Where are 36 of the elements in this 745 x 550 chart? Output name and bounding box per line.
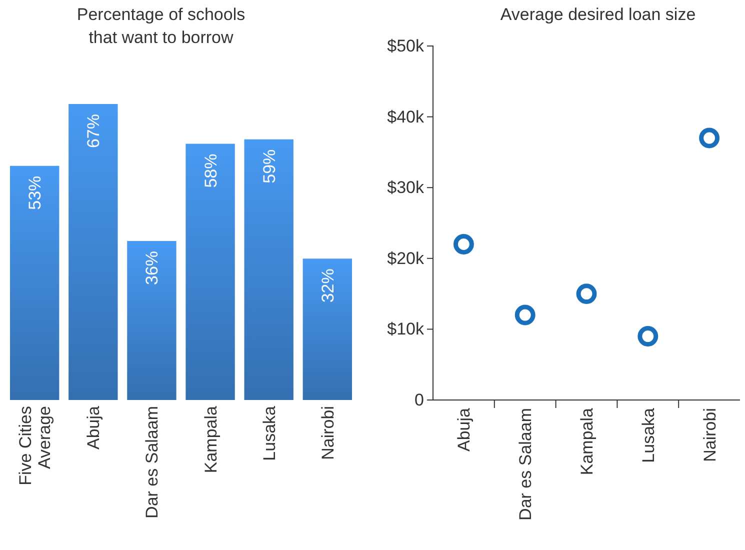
y-tick-label: $20k [387,248,424,268]
chart-title: Average desired loan size [500,5,696,24]
x-tick-label: Abuja [84,405,104,450]
chart-title: Percentage of schools that want to borrow [76,5,246,47]
bar [68,104,118,400]
x-tick-label: Five Cities Average [16,406,54,486]
data-label: 32% [318,268,338,303]
data-label: 36% [142,250,162,285]
bar [127,240,176,400]
data-label: 58% [201,154,220,188]
data-label: 67% [84,114,104,148]
x-tick-label: Abuja [454,407,474,452]
x-tick-label: Nairobi [318,406,338,460]
x-tick-label: Dar es Salaam [142,406,162,518]
point [514,304,536,326]
point [699,128,720,148]
x-tick-label: Lusaka [260,405,279,461]
bar [10,166,60,400]
point [576,284,597,304]
bar [244,139,294,400]
y-tick-label: 0 [414,390,424,410]
y-tick-label: $50k [387,36,424,56]
data-label: 59% [260,149,279,184]
y-tick-label: $30k [387,178,424,198]
point [453,234,474,254]
y-tick-label: $10k [387,320,424,339]
x-tick-label: Kampala [578,407,596,476]
point [638,326,658,346]
x-tick-label: Lusaka [638,407,658,463]
bar [302,258,352,400]
bar [186,144,235,400]
x-tick-label: Dar es Salaam [516,408,536,520]
y-tick-label: $40k [387,107,424,126]
x-tick-label: Kampala [201,405,220,474]
data-label: 53% [26,176,45,210]
x-tick-label: Nairobi [700,408,720,462]
